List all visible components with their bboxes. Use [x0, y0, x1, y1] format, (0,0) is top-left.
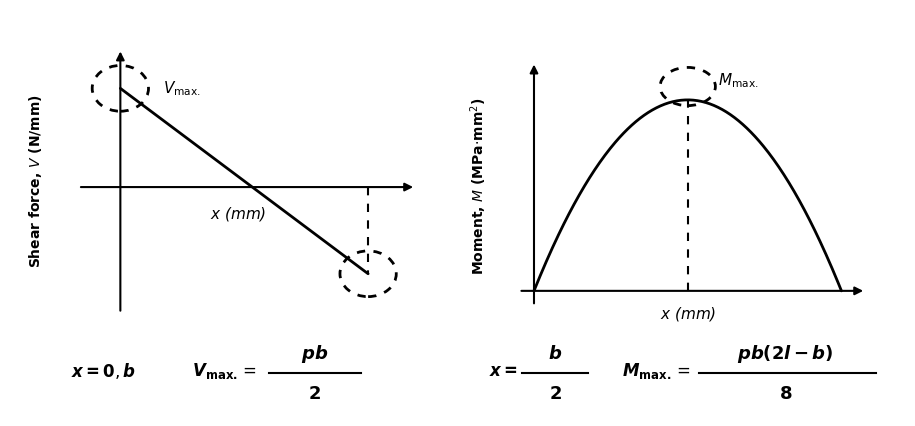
Text: $\boldsymbol{M}_{\mathbf{max.}}$$ = $: $\boldsymbol{M}_{\mathbf{max.}}$$ = $: [622, 361, 691, 380]
Text: $\mathbf{2}$: $\mathbf{2}$: [308, 385, 321, 403]
Text: $V_{\mathrm{max.}}$: $V_{\mathrm{max.}}$: [163, 79, 200, 98]
Text: $\boldsymbol{V}_{\mathbf{max.}}$$ = $: $\boldsymbol{V}_{\mathbf{max.}}$$ = $: [192, 361, 257, 380]
Text: $\mathbf{2}$: $\mathbf{2}$: [548, 385, 562, 403]
Text: $x$ (mm): $x$ (mm): [210, 204, 267, 222]
Text: $\boldsymbol{pb(2l-b)}$: $\boldsymbol{pb(2l-b)}$: [737, 343, 834, 365]
Text: Moment, $M$ (MPa$\cdot$mm$^2$): Moment, $M$ (MPa$\cdot$mm$^2$): [468, 97, 489, 275]
Text: $M_{\mathrm{max.}}$: $M_{\mathrm{max.}}$: [718, 72, 759, 90]
Text: $x$ (mm): $x$ (mm): [660, 305, 716, 323]
Text: $\boldsymbol{pb}$: $\boldsymbol{pb}$: [301, 343, 328, 365]
Text: $\boldsymbol{x = }$: $\boldsymbol{x = }$: [490, 362, 518, 380]
Text: $\boldsymbol{b}$: $\boldsymbol{b}$: [548, 345, 562, 363]
Text: $\boldsymbol{x = 0, b}$: $\boldsymbol{x = 0, b}$: [70, 361, 136, 380]
Text: $\mathbf{8}$: $\mathbf{8}$: [779, 385, 792, 403]
Text: Shear force, $V$ (N/mm): Shear force, $V$ (N/mm): [27, 94, 45, 268]
